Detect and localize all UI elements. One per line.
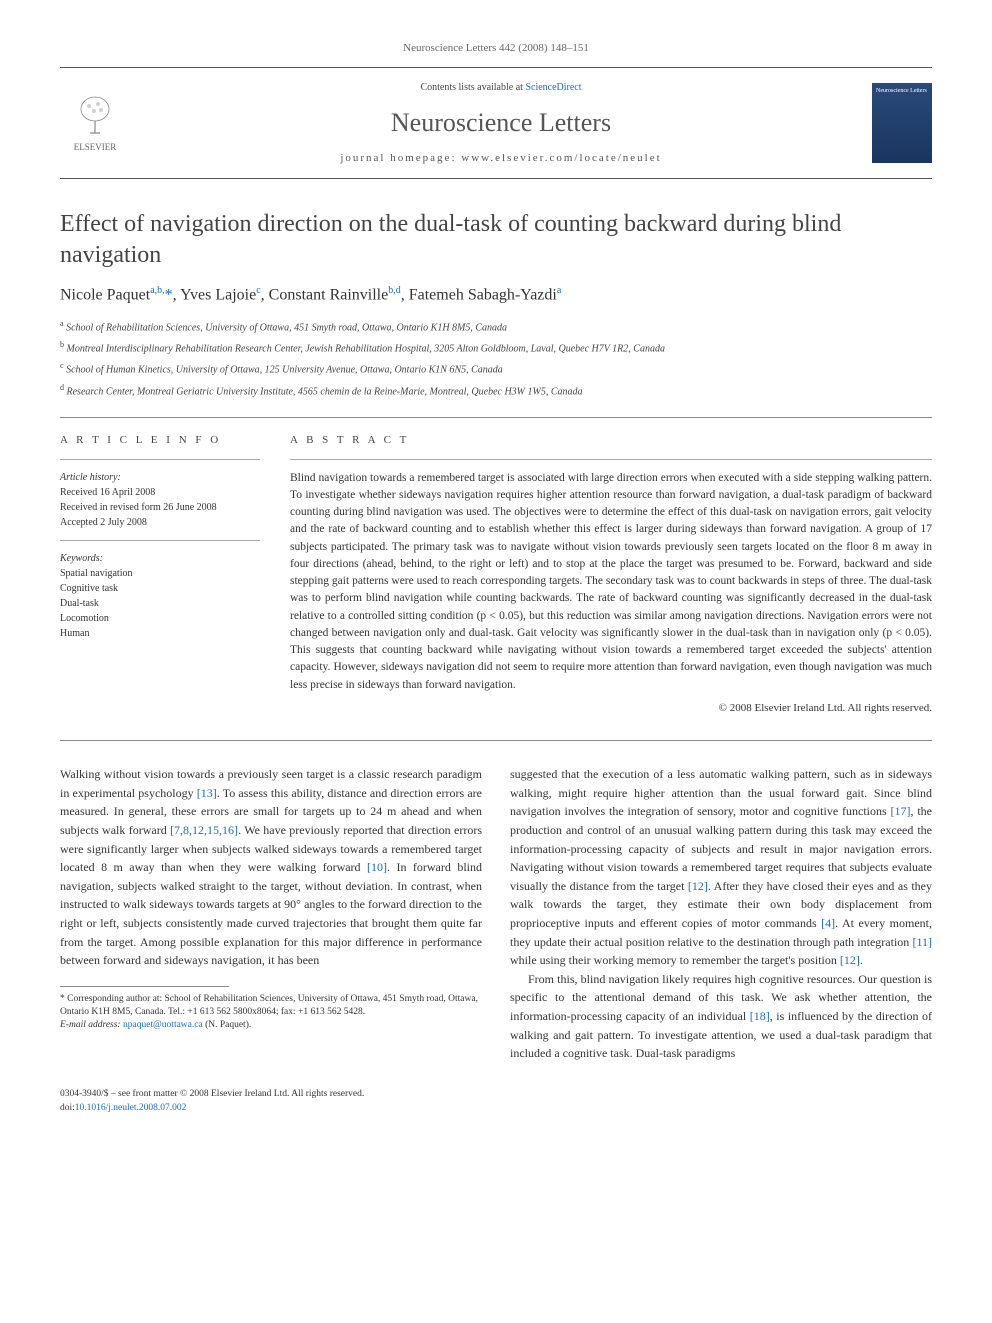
keyword: Locomotion bbox=[60, 611, 260, 626]
info-divider bbox=[60, 459, 260, 460]
keyword: Cognitive task bbox=[60, 581, 260, 596]
affiliation: c School of Human Kinetics, University o… bbox=[60, 360, 932, 377]
abstract-copyright: © 2008 Elsevier Ireland Ltd. All rights … bbox=[290, 700, 932, 717]
section-divider bbox=[60, 740, 932, 741]
history-line: Accepted 2 July 2008 bbox=[60, 515, 260, 530]
keyword: Human bbox=[60, 626, 260, 641]
article-info: A R T I C L E I N F O Article history: R… bbox=[60, 432, 260, 716]
abstract-heading: A B S T R A C T bbox=[290, 432, 932, 449]
ref-link[interactable]: [7,8,12,15,16] bbox=[170, 823, 238, 837]
contents-line: Contents lists available at ScienceDirec… bbox=[130, 80, 872, 95]
elsevier-tree-icon bbox=[70, 91, 120, 141]
journal-header: ELSEVIER Contents lists available at Sci… bbox=[60, 67, 932, 180]
doi-line: doi:10.1016/j.neulet.2008.07.002 bbox=[60, 1101, 932, 1115]
journal-title: Neuroscience Letters bbox=[130, 103, 872, 142]
email-suffix: (N. Paquet). bbox=[203, 1020, 252, 1030]
affiliation: a School of Rehabilitation Sciences, Uni… bbox=[60, 318, 932, 335]
keywords-label: Keywords: bbox=[60, 551, 260, 566]
ref-link[interactable]: [12] bbox=[688, 879, 708, 893]
authors: Nicole Paqueta,b,*, Yves Lajoiec, Consta… bbox=[60, 283, 932, 307]
doi-link[interactable]: 10.1016/j.neulet.2008.07.002 bbox=[75, 1103, 187, 1113]
affiliation: d Research Center, Montreal Geriatric Un… bbox=[60, 382, 932, 399]
ref-link[interactable]: [18] bbox=[750, 1009, 770, 1023]
body-text-left: Walking without vision towards a previou… bbox=[60, 765, 482, 970]
elsevier-label: ELSEVIER bbox=[74, 141, 117, 155]
header-citation: Neuroscience Letters 442 (2008) 148–151 bbox=[60, 40, 932, 57]
email-label: E-mail address: bbox=[60, 1020, 123, 1030]
ref-link[interactable]: [13] bbox=[197, 786, 217, 800]
abstract-text: Blind navigation towards a remembered ta… bbox=[290, 470, 932, 694]
keywords-lines: Spatial navigationCognitive taskDual-tas… bbox=[60, 566, 260, 641]
abstract-divider bbox=[290, 459, 932, 460]
homepage-url: www.elsevier.com/locate/neulet bbox=[461, 152, 661, 164]
history-line: Received in revised form 26 June 2008 bbox=[60, 500, 260, 515]
body-col-right: suggested that the execution of a less a… bbox=[510, 765, 932, 1063]
section-divider bbox=[60, 417, 932, 418]
history-lines: Received 16 April 2008Received in revise… bbox=[60, 485, 260, 530]
email-link[interactable]: npaquet@uottawa.ca bbox=[123, 1020, 203, 1030]
body-paragraph: From this, blind navigation likely requi… bbox=[510, 970, 932, 1063]
keyword: Spatial navigation bbox=[60, 566, 260, 581]
body-text-right: suggested that the execution of a less a… bbox=[510, 765, 932, 1063]
footnote-divider bbox=[60, 986, 229, 987]
article-title: Effect of navigation direction on the du… bbox=[60, 209, 932, 271]
journal-cover-thumb: Neuroscience Letters bbox=[872, 83, 932, 163]
cover-text: Neuroscience Letters bbox=[876, 87, 928, 96]
issn-line: 0304-3940/$ – see front matter © 2008 El… bbox=[60, 1087, 932, 1101]
history-label: Article history: bbox=[60, 470, 260, 485]
sciencedirect-link[interactable]: ScienceDirect bbox=[525, 82, 581, 93]
elsevier-logo: ELSEVIER bbox=[60, 88, 130, 158]
journal-header-center: Contents lists available at ScienceDirec… bbox=[130, 80, 872, 167]
affiliation: b Montreal Interdisciplinary Rehabilitat… bbox=[60, 339, 932, 356]
keyword: Dual-task bbox=[60, 596, 260, 611]
info-abstract-row: A R T I C L E I N F O Article history: R… bbox=[60, 432, 932, 716]
ref-link[interactable]: [17] bbox=[891, 804, 911, 818]
body-paragraph: suggested that the execution of a less a… bbox=[510, 765, 932, 970]
ref-link[interactable]: [4] bbox=[821, 916, 835, 930]
email-footnote: E-mail address: npaquet@uottawa.ca (N. P… bbox=[60, 1019, 482, 1032]
doi-label: doi: bbox=[60, 1103, 75, 1113]
homepage-label: journal homepage: bbox=[340, 152, 461, 164]
body-col-left: Walking without vision towards a previou… bbox=[60, 765, 482, 1063]
ref-link[interactable]: [11] bbox=[912, 935, 932, 949]
history-line: Received 16 April 2008 bbox=[60, 485, 260, 500]
info-divider bbox=[60, 540, 260, 541]
ref-link[interactable]: [10] bbox=[367, 860, 387, 874]
body-paragraph: Walking without vision towards a previou… bbox=[60, 765, 482, 970]
footer: 0304-3940/$ – see front matter © 2008 El… bbox=[60, 1087, 932, 1116]
abstract-column: A B S T R A C T Blind navigation towards… bbox=[290, 432, 932, 716]
affiliations: a School of Rehabilitation Sciences, Uni… bbox=[60, 318, 932, 399]
page: Neuroscience Letters 442 (2008) 148–151 … bbox=[0, 0, 992, 1155]
body-columns: Walking without vision towards a previou… bbox=[60, 765, 932, 1063]
article-info-heading: A R T I C L E I N F O bbox=[60, 432, 260, 449]
contents-prefix: Contents lists available at bbox=[420, 82, 525, 93]
ref-link[interactable]: [12] bbox=[840, 953, 860, 967]
journal-homepage: journal homepage: www.elsevier.com/locat… bbox=[130, 150, 872, 167]
corresponding-footnote: * Corresponding author at: School of Reh… bbox=[60, 993, 482, 1020]
